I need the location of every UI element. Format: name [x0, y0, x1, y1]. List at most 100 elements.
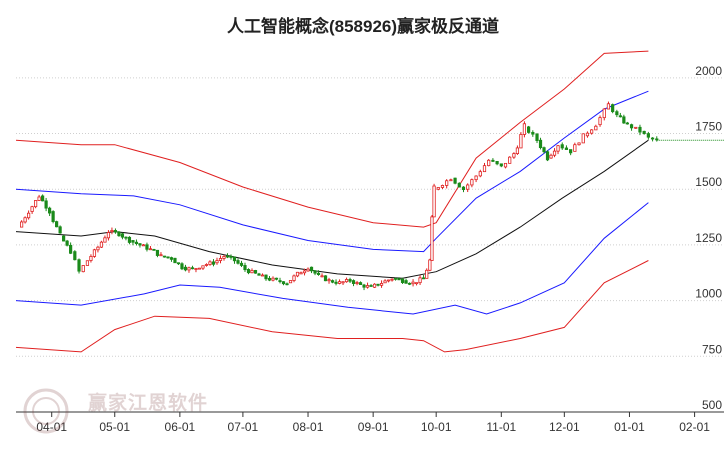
candle-body	[81, 265, 85, 273]
candle-body	[491, 159, 495, 162]
candle-body	[41, 195, 45, 202]
candle-body	[330, 280, 335, 283]
candle-body	[250, 270, 254, 274]
candle-body	[73, 251, 77, 261]
candle-body	[23, 217, 27, 223]
candle-body	[89, 256, 93, 261]
candle-body	[453, 177, 457, 184]
candle-body	[313, 270, 317, 274]
candle-body	[27, 212, 31, 219]
candle-body	[306, 268, 310, 272]
candle-body	[538, 139, 543, 149]
candle-body	[585, 132, 590, 137]
candle-body	[117, 231, 121, 237]
candle-body	[169, 257, 174, 260]
candle-body	[204, 264, 209, 266]
candle-body	[127, 236, 132, 243]
band-inner-upper-band	[15, 90, 649, 253]
candle-body	[327, 279, 331, 282]
candle-body	[222, 256, 226, 259]
candle-body	[48, 207, 52, 214]
candle-body	[173, 257, 177, 264]
candle-body	[20, 221, 24, 228]
candle-body	[274, 277, 279, 280]
candle-body	[225, 255, 230, 258]
candle-body	[337, 281, 342, 284]
x-tick-label: 08-01	[293, 420, 324, 434]
candle-body	[69, 244, 73, 254]
candle-body	[556, 145, 560, 152]
candle-body	[611, 104, 615, 113]
candle-body	[145, 244, 149, 250]
candle-body	[531, 132, 535, 135]
candle-body	[581, 133, 585, 144]
candle-body	[271, 277, 275, 281]
candle-body	[37, 196, 41, 201]
candle-body	[440, 185, 445, 188]
candle-body	[478, 171, 482, 177]
candle-body	[299, 272, 303, 275]
candle-body	[418, 277, 422, 284]
candle-body	[487, 159, 491, 167]
x-tick-label: 07-01	[228, 420, 259, 434]
candle-body	[162, 255, 167, 258]
candle-body	[62, 235, 66, 242]
candle-body	[166, 256, 170, 259]
candle-body	[445, 180, 449, 186]
candle-body	[372, 283, 377, 288]
candle-body	[615, 111, 619, 116]
candle-body	[180, 263, 184, 270]
candle-body	[470, 179, 474, 186]
candle-body	[560, 144, 564, 149]
candle-body	[522, 123, 527, 135]
candle-body	[236, 260, 240, 264]
candle-body	[519, 134, 523, 149]
candle-body	[650, 137, 655, 140]
y-tick-label: 750	[702, 342, 722, 356]
candle-body	[407, 282, 412, 285]
candle-body	[549, 154, 553, 159]
candle-body	[499, 163, 503, 167]
candle-body	[113, 230, 118, 233]
candle-body	[436, 187, 440, 190]
candle-body	[634, 126, 638, 129]
x-tick-label: 02-01	[679, 420, 710, 434]
candle-body	[120, 233, 125, 238]
band-outer-upper-band	[15, 50, 649, 228]
candle-body	[232, 256, 237, 262]
candle-body	[508, 156, 512, 164]
candle-body	[606, 103, 611, 110]
candle-body	[99, 241, 104, 248]
candle-body	[96, 246, 100, 251]
candle-body	[362, 284, 366, 288]
candle-body	[58, 226, 62, 234]
x-tick-label: 06-01	[165, 420, 196, 434]
candle-body	[285, 283, 289, 286]
candle-body	[197, 267, 202, 270]
candle-body	[622, 116, 626, 124]
candle-body	[215, 260, 219, 264]
candle-body	[190, 267, 195, 270]
watermark: 赢家江恩软件	[16, 386, 246, 436]
candle-body	[376, 283, 380, 286]
candle-body	[474, 175, 478, 181]
candle-body	[383, 280, 387, 284]
candle-body	[201, 265, 205, 269]
candle-body	[138, 243, 142, 246]
candle-body	[292, 275, 296, 281]
x-tick-label: 12-01	[549, 420, 580, 434]
candle-body	[594, 125, 598, 131]
candle-body	[642, 130, 646, 135]
candle-body	[34, 200, 38, 208]
candle-body	[103, 237, 107, 243]
watermark-logo-icon	[23, 388, 69, 434]
candle-body	[344, 279, 349, 283]
candle-body	[527, 126, 531, 133]
candle-body	[421, 277, 426, 280]
candle-body	[466, 184, 470, 190]
candle-body	[278, 280, 282, 283]
grid	[16, 77, 724, 413]
candle-body	[281, 281, 286, 285]
candle-body	[243, 265, 247, 271]
candle-body	[638, 126, 642, 133]
